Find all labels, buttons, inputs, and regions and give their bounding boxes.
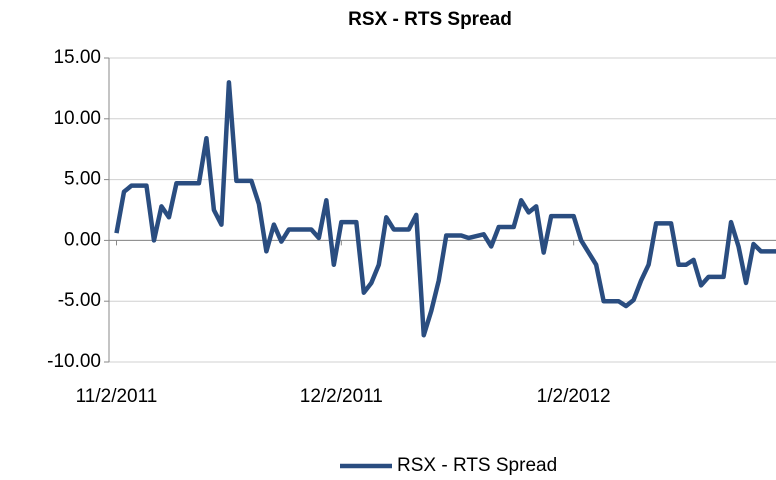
y-tick-label: -10.00 [47,351,101,372]
chart-title: RSX - RTS Spread [348,9,512,30]
series-line [114,80,776,338]
y-tick-label: 15.00 [53,47,101,68]
y-tick-label: 10.00 [53,108,101,129]
legend-label: RSX - RTS Spread [397,455,557,476]
x-tick-label: 12/2/2011 [300,386,383,407]
y-tick-label: 5.00 [64,169,101,190]
x-tick-label: 1/2/2012 [537,386,611,407]
x-tick-label: 11/2/2011 [76,386,158,407]
y-tick-label: 0.00 [64,229,101,250]
y-tick-label: -5.00 [58,290,101,311]
